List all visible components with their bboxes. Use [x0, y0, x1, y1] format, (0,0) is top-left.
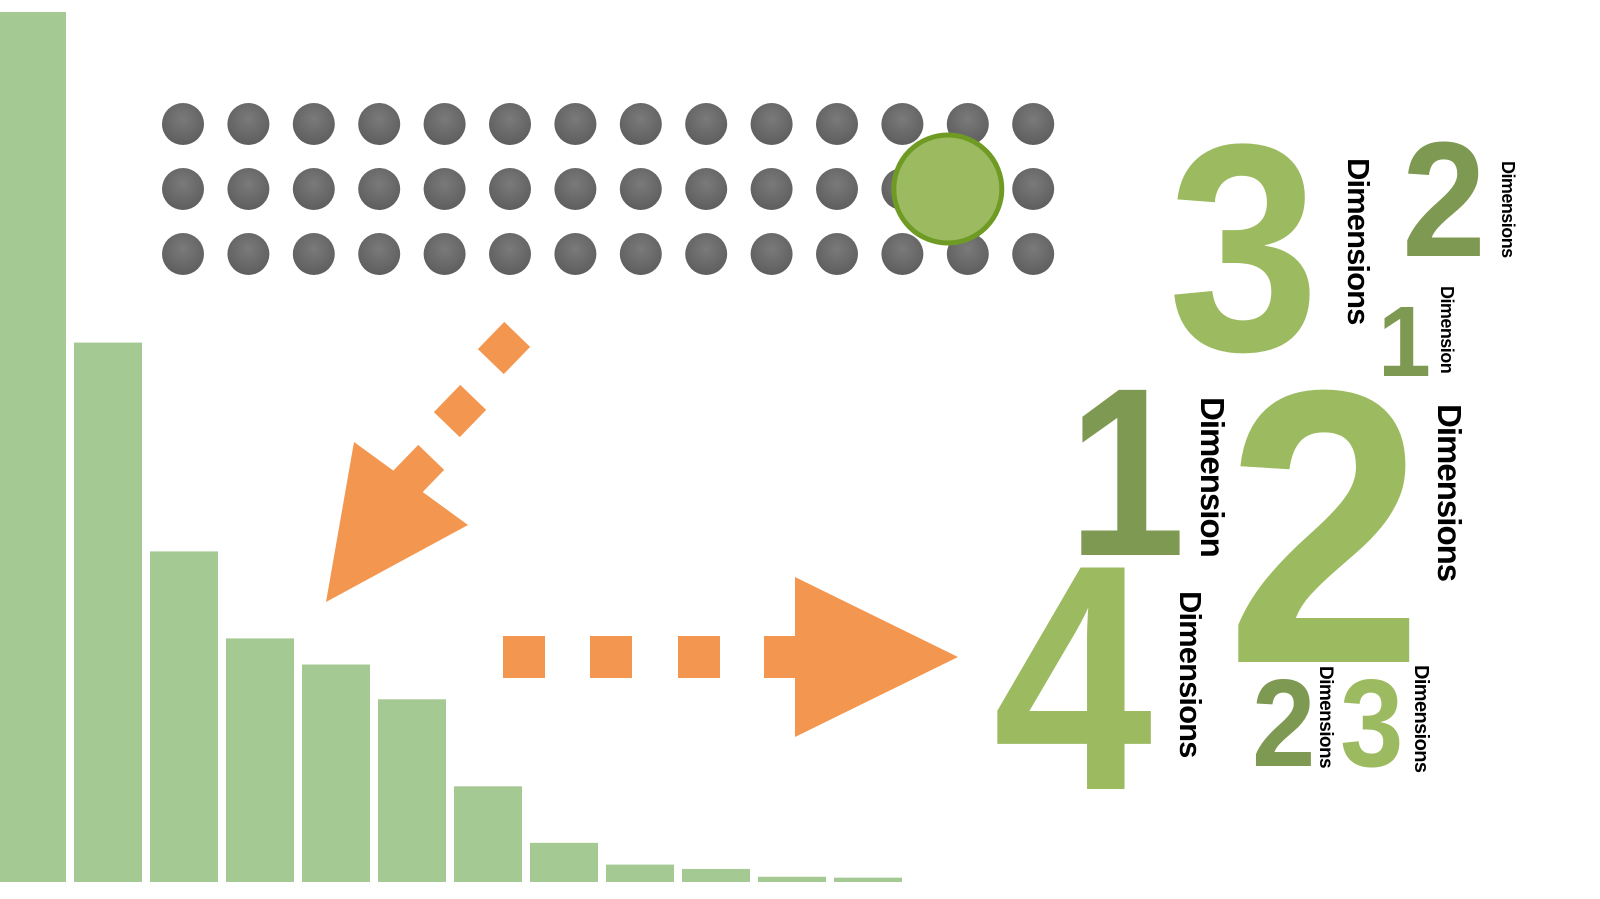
grid-dot [685, 168, 728, 210]
bar [454, 786, 522, 882]
right-arrow-head [795, 577, 958, 737]
bar [0, 12, 66, 882]
dimension-label: Dimensions [1410, 665, 1432, 773]
right-arrow-dash [678, 636, 720, 678]
grid-dot [750, 233, 793, 275]
grid-dot [292, 233, 335, 275]
dimension-label: Dimensions [1431, 404, 1468, 582]
grid-dot [292, 103, 335, 145]
grid-dot [554, 103, 597, 145]
grid-dot [489, 103, 531, 145]
dimension-label: Dimensions [1315, 666, 1336, 768]
grid-dot [423, 103, 466, 145]
dimension-count: 1 [1068, 338, 1185, 606]
dimension-label: Dimension [1437, 286, 1457, 374]
grid-dot [1012, 168, 1055, 210]
bar [682, 868, 750, 882]
grid-dot [489, 233, 531, 275]
grid-dot [423, 233, 466, 275]
bar [226, 638, 294, 882]
dimension-count: 4 [993, 499, 1152, 858]
bar [606, 864, 674, 882]
right-arrow-dash [503, 636, 545, 678]
grid-dot [816, 233, 858, 275]
highlighted-dot [891, 132, 1005, 246]
grid-dot [816, 168, 858, 210]
grid-dot [162, 168, 204, 210]
dimension-count: 2 [1226, 309, 1423, 745]
grid-dot [1012, 103, 1055, 145]
grid-dot [881, 103, 924, 145]
bar [530, 842, 598, 882]
grid-dot [685, 233, 728, 275]
grid-dot [423, 168, 466, 210]
dimension-count: 2 [1402, 108, 1486, 291]
bar [302, 664, 370, 882]
grid-dot [554, 168, 597, 210]
dimension-count: 3 [1340, 655, 1403, 793]
bar [150, 551, 218, 882]
dimension-label: Dimensions [1173, 591, 1208, 758]
bar [74, 342, 142, 883]
grid-dot [162, 233, 204, 275]
grid-dot [619, 103, 662, 145]
grid-dot [619, 168, 662, 210]
grid-dot [162, 103, 204, 145]
bar [378, 699, 446, 882]
diagonal-arrow-head [326, 442, 468, 602]
grid-dot [227, 103, 270, 145]
dimension-label: Dimension [1194, 397, 1231, 557]
dimension-label: Dimensions [1341, 158, 1376, 325]
grid-dot [358, 168, 401, 210]
bar [758, 876, 826, 882]
diagonal-arrow-dash [477, 321, 531, 375]
right-arrow-dash [590, 636, 632, 678]
dimension-count: 3 [1168, 82, 1319, 413]
grid-dot [750, 168, 793, 210]
bar [834, 877, 902, 882]
grid-dot [358, 103, 401, 145]
dimension-count: 2 [1252, 655, 1315, 793]
dimension-count: 1 [1378, 286, 1431, 398]
grid-dot [227, 233, 270, 275]
grid-dot [227, 168, 270, 210]
grid-dot [881, 233, 924, 275]
right-arrow-dash [764, 636, 796, 678]
grid-dot [685, 103, 728, 145]
right-arrow [503, 577, 958, 737]
diagonal-arrow-dash [433, 384, 487, 438]
diagonal-arrow [326, 321, 531, 602]
grid-dot [292, 168, 335, 210]
grid-dot [489, 168, 531, 210]
grid-dot [358, 233, 401, 275]
grid-dot [816, 103, 858, 145]
grid-dot [619, 233, 662, 275]
grid-dot [750, 103, 793, 145]
grid-dot [1012, 233, 1055, 275]
grid-dot [554, 233, 597, 275]
dimension-label: Dimensions [1498, 161, 1518, 258]
